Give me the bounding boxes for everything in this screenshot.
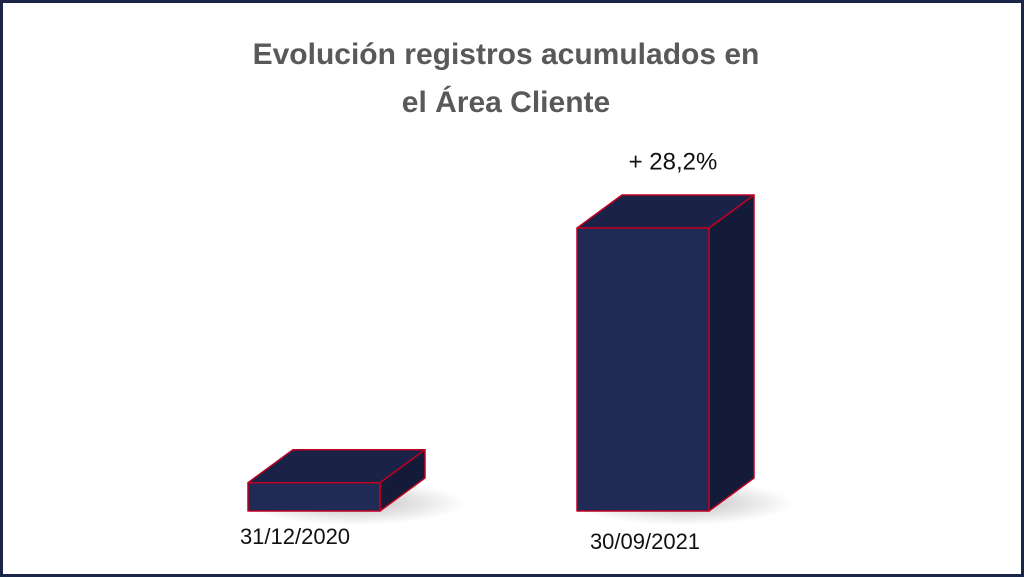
bar	[247, 448, 426, 512]
chart: 31/12/2020 30/09/2021 + 28,2%	[240, 148, 794, 554]
x-tick-label: 30/09/2021	[590, 529, 700, 554]
bar-side	[708, 194, 755, 512]
chart-title: Evolución registros acumulados en el Áre…	[252, 38, 760, 119]
bar-front	[576, 227, 710, 512]
x-tick-label: 31/12/2020	[240, 524, 350, 549]
annotation: + 28,2%	[629, 148, 718, 175]
bar-front	[247, 481, 381, 512]
bar	[576, 194, 755, 512]
